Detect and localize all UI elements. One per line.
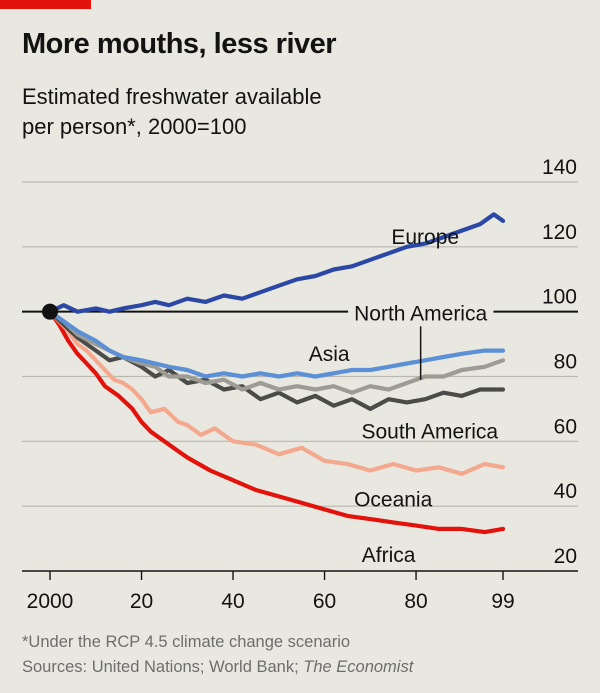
- axes: 20 40 60 80 100 120 140 2000 20 40 60 80 99: [22, 156, 578, 613]
- y-tick-label: 20: [554, 545, 577, 568]
- series-line-africa: [47, 309, 506, 535]
- label-south-america: South America: [361, 421, 498, 444]
- y-tick-label: 100: [542, 286, 577, 309]
- chart-title: More mouths, less river: [22, 28, 337, 60]
- start-marker: [42, 303, 58, 320]
- series-lines: [47, 212, 506, 535]
- label-europe: Europe: [391, 226, 459, 249]
- label-oceania: Oceania: [354, 489, 433, 512]
- series-line-europe: [47, 212, 506, 314]
- x-tick-label: 60: [313, 590, 336, 613]
- y-tick-label: 60: [554, 415, 577, 438]
- x-tick-label: 99: [491, 590, 514, 613]
- sources-text: Sources: United Nations; World Bank;: [22, 658, 304, 676]
- series-line-south-america: [47, 309, 506, 411]
- y-tick-label: 40: [554, 480, 577, 503]
- y-tick-label: 140: [542, 156, 577, 179]
- subtitle-line-1: Estimated freshwater available: [22, 84, 322, 109]
- label-africa: Africa: [362, 544, 416, 567]
- y-tick-label: 80: [554, 351, 577, 374]
- x-tick-label: 80: [404, 590, 427, 613]
- footnote: *Under the RCP 4.5 climate change scenar…: [22, 630, 413, 680]
- sources-publication: The Economist: [303, 658, 414, 676]
- footnote-sources: Sources: United Nations; World Bank; The…: [22, 655, 413, 680]
- x-tick-label: 40: [221, 590, 244, 613]
- brand-red-tag: [0, 0, 91, 9]
- series-line-asia: [47, 309, 506, 379]
- x-tick-label: 2000: [27, 590, 74, 613]
- footnote-note: *Under the RCP 4.5 climate change scenar…: [22, 633, 351, 651]
- series-line-oceania: [47, 309, 506, 476]
- chart-subtitle: Estimated freshwater available per perso…: [22, 82, 422, 142]
- label-north-america-background: [348, 301, 494, 327]
- label-north-america: North America: [354, 302, 487, 325]
- x-tick-label: 20: [130, 590, 153, 613]
- y-tick-label: 120: [542, 221, 577, 244]
- label-asia: Asia: [309, 343, 350, 366]
- subtitle-line-2: per person*, 2000=100: [22, 114, 247, 139]
- gridlines: [22, 181, 578, 507]
